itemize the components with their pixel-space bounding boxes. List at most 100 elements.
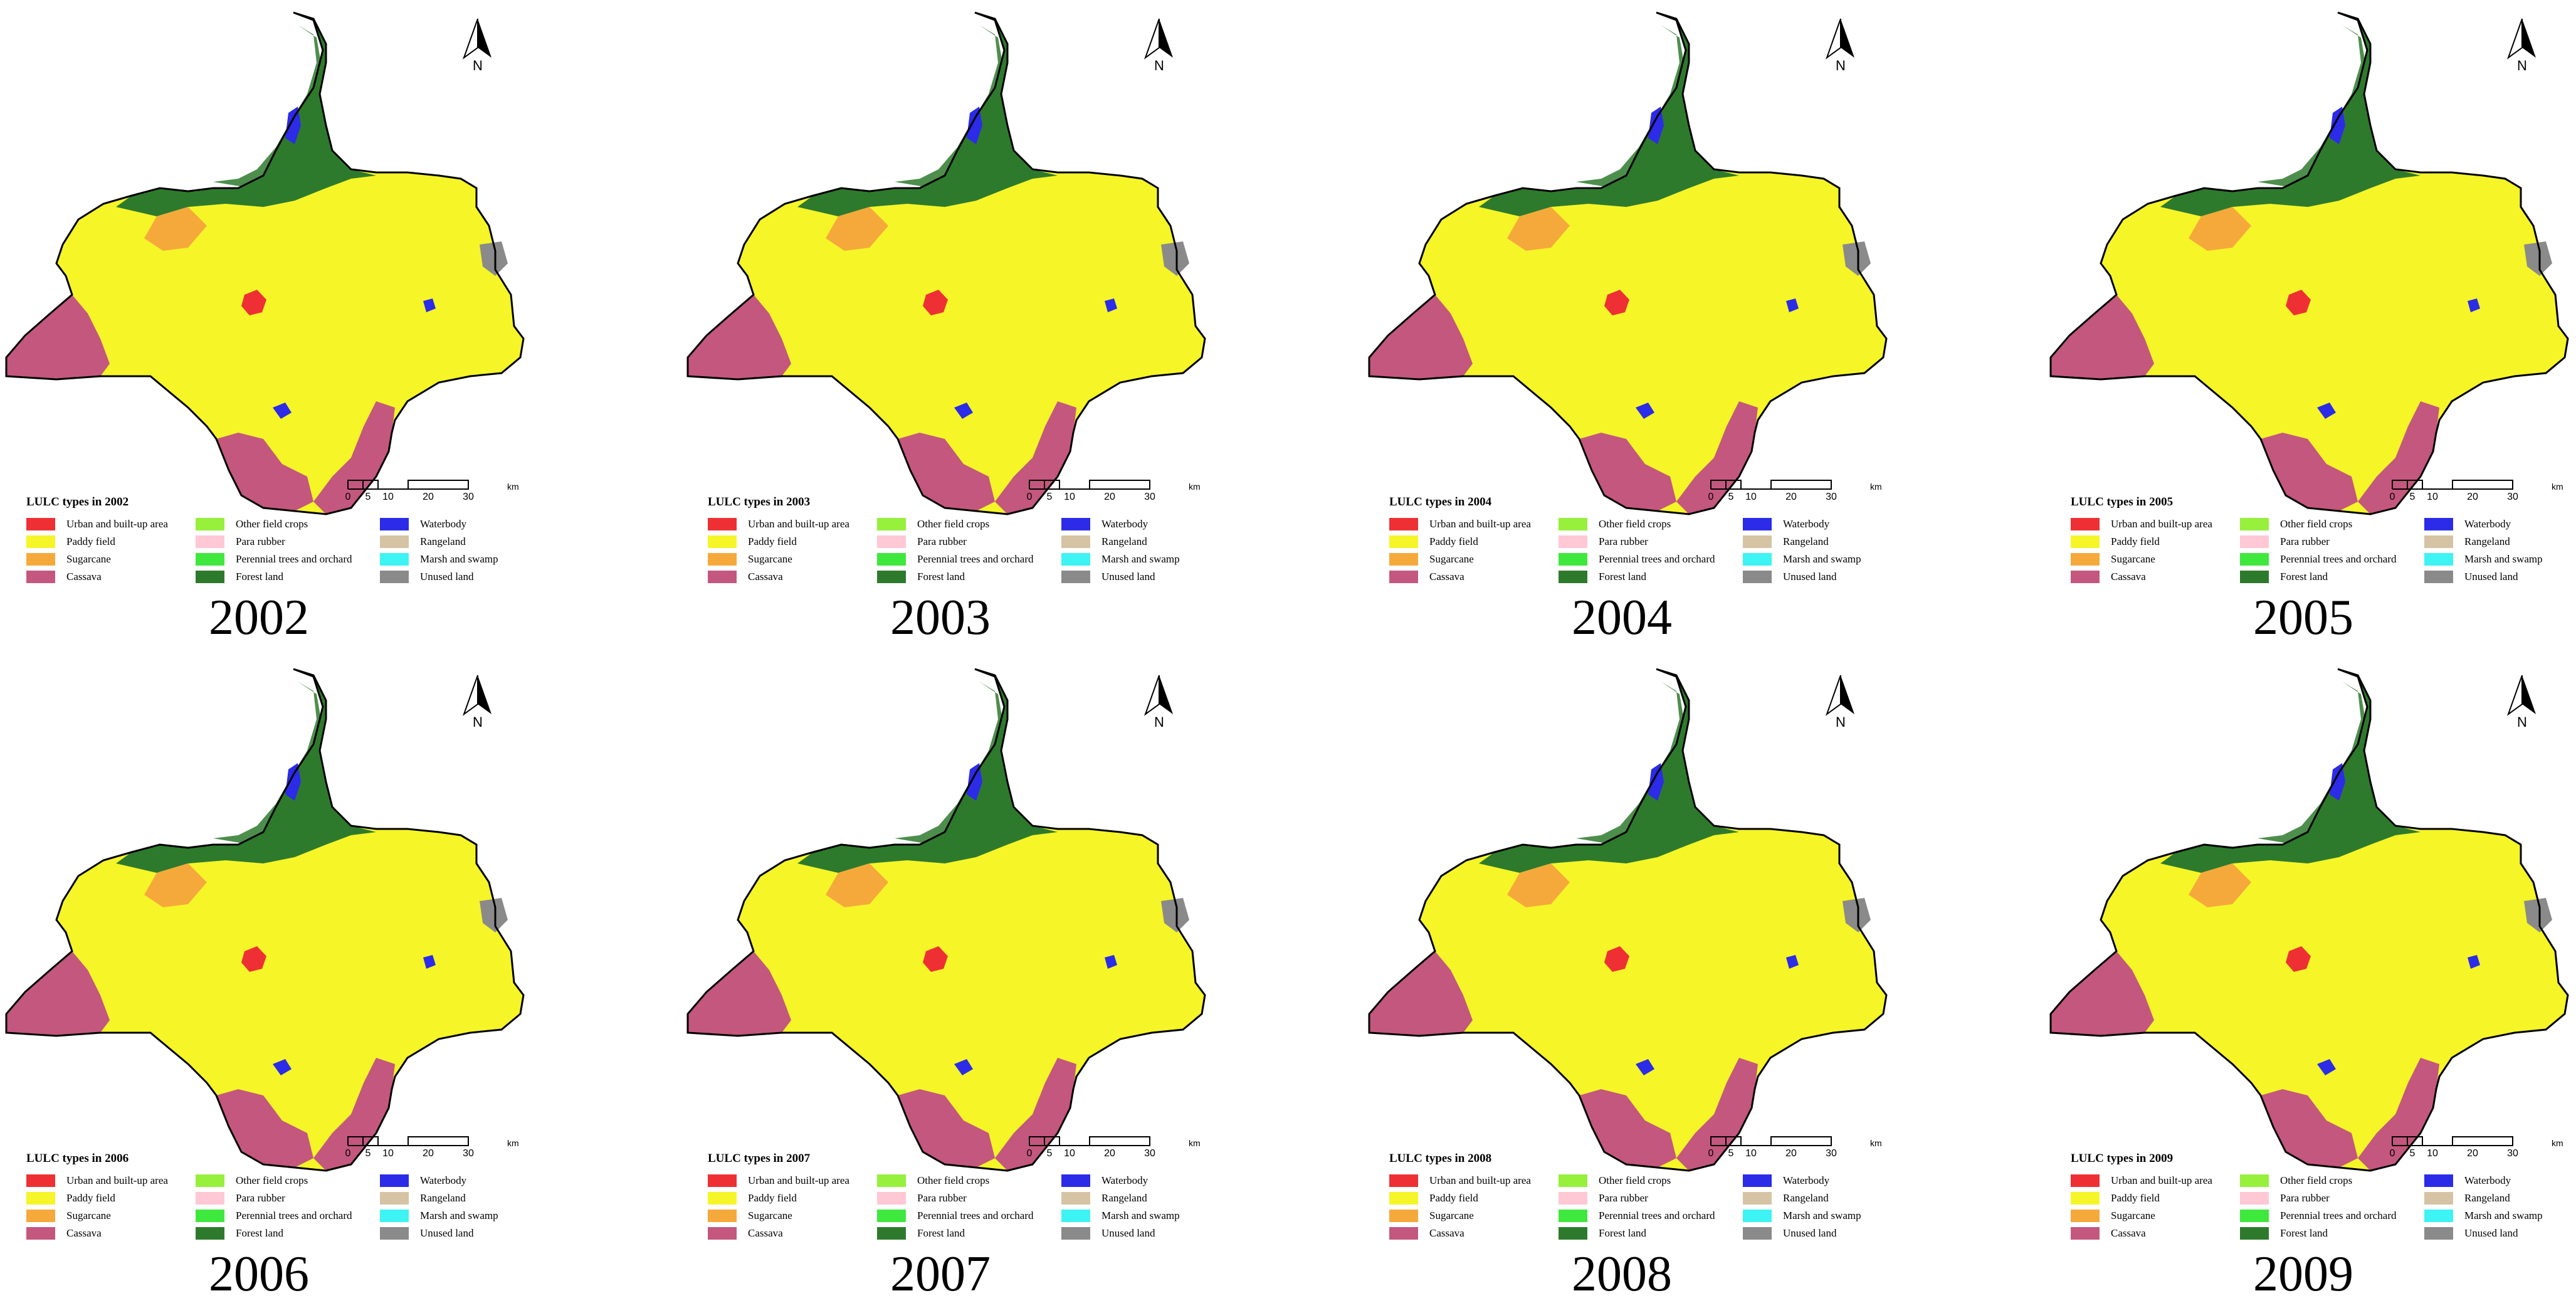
legend-label: Para rubber	[236, 1192, 285, 1204]
legend-column: Other field crops Para rubber Perennial tr…	[877, 515, 1034, 586]
legend-item: Perennial trees and orchard	[2240, 1207, 2397, 1225]
legend-label: Para rubber	[917, 535, 967, 547]
legend-column: Waterbody Rangeland Marsh and swamp Unused …	[1743, 515, 1861, 586]
legend-item: Para rubber	[2240, 533, 2397, 551]
legend-item: Paddy field	[2071, 533, 2212, 551]
legend-column: Waterbody Rangeland Marsh and swamp Unused …	[380, 1172, 498, 1242]
scale-tick-label: 20	[1104, 1148, 1115, 1159]
legend-label: Waterbody	[1101, 1174, 1149, 1186]
legend-item: Marsh and swamp	[1061, 551, 1180, 568]
cassava-south-region	[898, 433, 995, 511]
forest-belt-region	[116, 669, 376, 873]
legend-column: Urban and built-up area Paddy field Sugarc…	[26, 515, 168, 586]
legend-swatch	[2240, 1192, 2269, 1205]
legend-swatch	[380, 1174, 409, 1187]
scale-tick-label: 30	[1826, 1148, 1837, 1159]
year-label: 2002	[209, 590, 309, 645]
scale-bar: km 0 5 10 20 30	[2386, 477, 2576, 502]
legend-label: Perennial trees and orchard	[2280, 1210, 2397, 1221]
legend-swatch	[877, 1227, 906, 1240]
cassava-south-region	[216, 433, 313, 511]
legend-swatch	[1389, 1192, 1418, 1205]
legend-label: Cassava	[2111, 1227, 2146, 1239]
legend-column: Other field crops Para rubber Perennial tr…	[1559, 1172, 1715, 1242]
legend-swatch	[2240, 1227, 2269, 1240]
north-label: N	[473, 58, 483, 73]
scale-bar: km 0 5 10 20 30	[1023, 1133, 1224, 1159]
water-south-lake	[954, 1059, 973, 1075]
map-panel-2005: N km 0 5 10 20 30 LULC types in 2005 Urban a…	[2044, 0, 2576, 656]
legend-label: Rangeland	[1783, 1192, 1829, 1204]
mixed-crop-patch-north	[1507, 863, 1570, 907]
legend-label: Marsh and swamp	[1101, 1210, 1180, 1221]
legend-item: Forest land	[1559, 1225, 1715, 1242]
legend-label: Para rubber	[236, 535, 285, 547]
legend-swatch	[196, 518, 224, 530]
legend-swatch	[1389, 535, 1418, 548]
cassava-southeast-region	[995, 1058, 1076, 1171]
legend-label: Rangeland	[420, 535, 466, 547]
legend-swatch	[2071, 1192, 2100, 1205]
legend-label: Para rubber	[1599, 535, 1648, 547]
scale-tick-label: 5	[2409, 1148, 2416, 1159]
legend-item: Unused land	[2424, 568, 2543, 586]
legend-label: Para rubber	[917, 1192, 967, 1204]
water-northern-reservoir	[967, 107, 982, 144]
north-arrow-icon: N	[462, 18, 492, 73]
legend-swatch	[1743, 518, 1772, 530]
lulc-map	[1368, 668, 1888, 1172]
legend-item: Rangeland	[380, 1189, 498, 1207]
water-northern-reservoir	[2330, 763, 2345, 801]
mixed-crop-patch-north	[144, 863, 207, 907]
scale-bar: km 0 5 10 20 30	[1705, 477, 1905, 502]
legend-item: Para rubber	[877, 533, 1034, 551]
scale-bar-graphic	[1029, 480, 1150, 490]
legend-swatch	[380, 1210, 409, 1222]
urban-center-patch	[2286, 290, 2311, 315]
legend: Urban and built-up area Paddy field Sugarc…	[708, 515, 1272, 584]
paddy-region	[2051, 13, 2568, 514]
cassava-southeast-region	[1676, 1058, 1758, 1171]
scale-bar: km 0 5 10 20 30	[1023, 477, 1224, 502]
lulc-map	[5, 11, 525, 515]
legend-label: Other field crops	[917, 1174, 990, 1186]
north-label: N	[1154, 714, 1164, 730]
legend-swatch	[26, 1227, 55, 1240]
legend-swatch	[1061, 1174, 1090, 1187]
legend-swatch	[196, 535, 224, 548]
legend-item: Urban and built-up area	[26, 515, 168, 533]
legend-label: Sugarcane	[66, 553, 111, 565]
legend-item: Waterbody	[380, 1172, 498, 1189]
cassava-southwest-region	[688, 295, 791, 379]
legend-swatch	[1743, 1210, 1772, 1222]
legend-item: Paddy field	[2071, 1189, 2212, 1207]
north-arrow: N	[459, 673, 497, 730]
legend-item: Forest land	[1559, 568, 1715, 586]
legend-item: Other field crops	[1559, 1172, 1715, 1189]
legend-label: Sugarcane	[2111, 1210, 2155, 1221]
scale-unit: km	[1870, 1138, 1882, 1148]
scale-bar: km 0 5 10 20 30	[342, 477, 542, 502]
legend-swatch	[1743, 571, 1772, 583]
cassava-southeast-region	[313, 1058, 395, 1171]
water-south-lake	[954, 403, 973, 419]
legend-item: Para rubber	[196, 1189, 352, 1207]
legend-swatch	[380, 518, 409, 530]
legend-swatch	[2240, 1174, 2269, 1187]
scale-tick-label: 20	[423, 1148, 434, 1159]
legend-item: Paddy field	[1389, 533, 1531, 551]
lulc-map	[686, 668, 1206, 1172]
legend-label: Marsh and swamp	[1783, 553, 1861, 565]
legend-label: Urban and built-up area	[2111, 1174, 2212, 1186]
scale-tick-label: 5	[365, 1148, 371, 1159]
legend-label: Forest land	[917, 1227, 965, 1239]
legend-label: Urban and built-up area	[748, 518, 849, 530]
legend-label: Other field crops	[236, 1174, 308, 1186]
legend-label: Cassava	[748, 571, 783, 583]
legend-item: Sugarcane	[708, 1207, 849, 1225]
legend-swatch	[1743, 553, 1772, 566]
forest-belt-region	[797, 669, 1058, 873]
cassava-southwest-region	[2051, 951, 2154, 1036]
mixed-crop-patch-north	[144, 207, 207, 251]
water-south-lake	[2317, 403, 2336, 419]
